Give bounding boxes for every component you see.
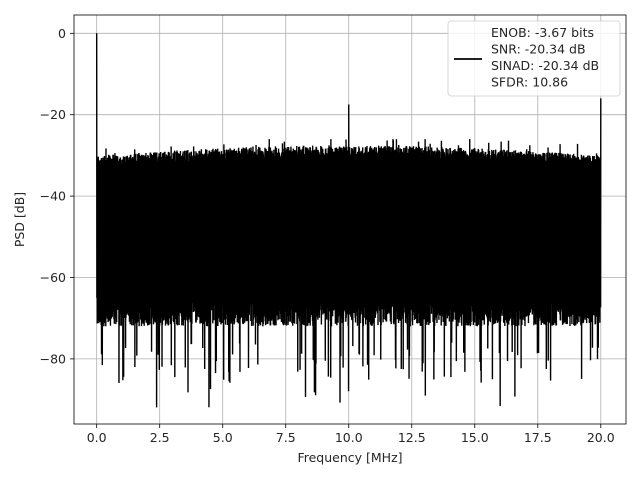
x-tick-label: 5.0 (213, 430, 233, 445)
psd-trace (95, 33, 602, 408)
y-tick-label: 0 (58, 26, 66, 41)
y-tick-label: −40 (40, 189, 66, 204)
x-tick-label: 15.0 (461, 430, 489, 445)
y-tick-label: −20 (40, 107, 66, 122)
x-tick-label: 20.0 (587, 430, 615, 445)
legend: ENOB: -3.67 bits SNR: -20.34 dB SINAD: -… (447, 20, 621, 97)
y-tick-label: −80 (40, 351, 66, 366)
y-axis-ticks: 0 −20 −40 −60 −80 (40, 26, 74, 366)
legend-box (447, 20, 621, 97)
legend-sfdr: SFDR: 10.86 (491, 75, 568, 90)
legend-sinad: SINAD: -20.34 dB (491, 58, 599, 73)
legend-enob: ENOB: -3.67 bits (491, 25, 594, 40)
psd-series-line (95, 33, 602, 408)
legend-snr: SNR: -20.34 dB (491, 42, 586, 57)
y-axis-label: PSD [dB] (12, 192, 27, 247)
x-tick-label: 12.5 (398, 430, 426, 445)
x-axis-label: Frequency [MHz] (297, 450, 402, 465)
x-axis-ticks: 0.0 2.5 5.0 7.5 10.0 12.5 15.0 17.5 20.0 (87, 424, 615, 445)
x-tick-label: 2.5 (150, 430, 170, 445)
x-tick-label: 10.0 (335, 430, 363, 445)
x-tick-label: 0.0 (87, 430, 107, 445)
plot-frame (73, 14, 627, 425)
x-tick-label: 7.5 (276, 430, 296, 445)
y-tick-label: −60 (40, 270, 66, 285)
x-tick-label: 17.5 (524, 430, 552, 445)
